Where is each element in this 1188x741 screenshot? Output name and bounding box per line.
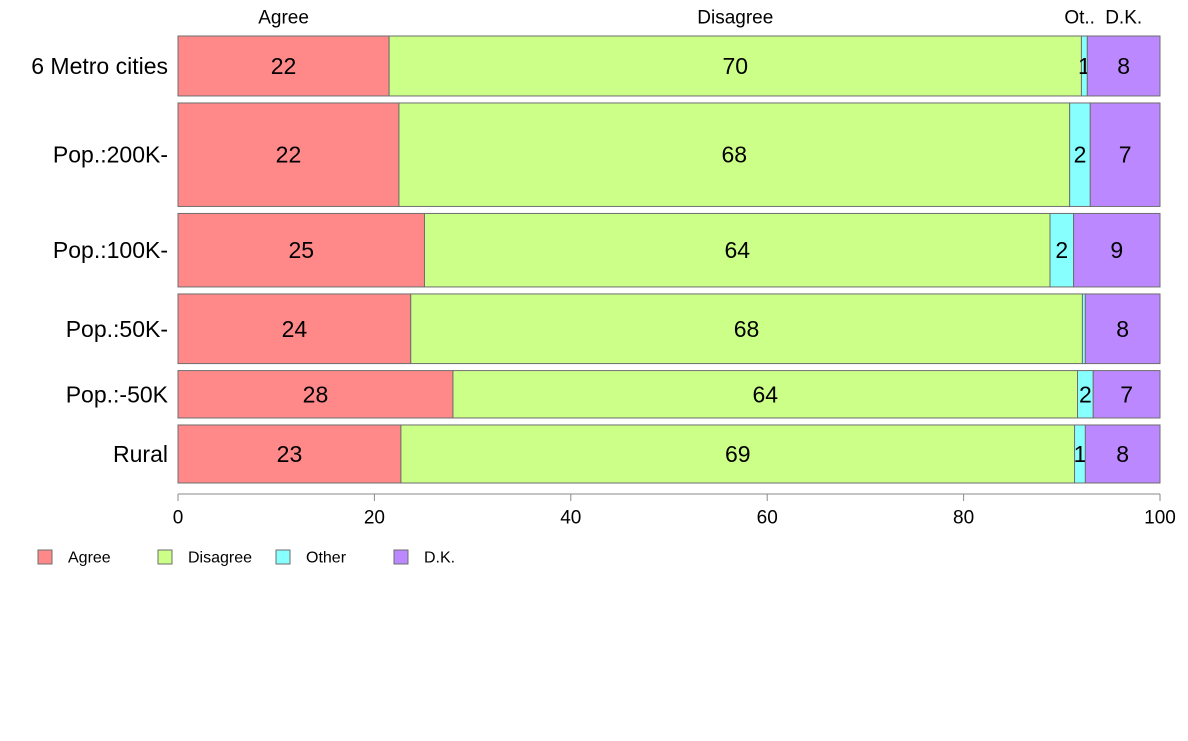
category-label: Pop.:100K- — [53, 237, 168, 263]
x-tick-label: 20 — [364, 508, 385, 529]
x-axis: 0 20 40 60 80 100 — [173, 493, 1176, 529]
category-label: Pop.:200K- — [53, 142, 168, 168]
bar-segment-disagree — [398, 102, 1071, 207]
data-label: 2 — [1079, 381, 1092, 407]
x-tick-label: 40 — [560, 508, 581, 529]
legend-label: Other — [306, 550, 347, 567]
x-tick-label: 100 — [1144, 508, 1176, 529]
data-label: 64 — [752, 381, 778, 407]
data-label: 23 — [277, 441, 303, 467]
data-label: 22 — [271, 53, 297, 79]
data-label: 8 — [1117, 53, 1130, 79]
column-headers: Agree Disagree Ot.. D.K. — [258, 8, 1142, 29]
bar-segment-agree — [177, 370, 454, 419]
data-label: 9 — [1110, 237, 1123, 263]
legend-item-disagree: Disagree — [157, 549, 252, 567]
bar-segment-disagree — [423, 212, 1051, 288]
data-label: 24 — [282, 316, 308, 342]
bar-segment-disagree — [452, 370, 1079, 419]
legend-item-agree: Agree — [37, 549, 111, 567]
data-label: 22 — [276, 142, 302, 168]
bar-row-pop-50k: Pop.:-50K 28 64 2 7 — [66, 370, 1161, 419]
legend: Agree Disagree Other D.K. — [37, 549, 455, 567]
bar-segment-d-k — [1084, 424, 1161, 484]
bar-segment-agree — [177, 212, 425, 288]
legend-swatch — [37, 549, 53, 565]
legend-swatch — [275, 549, 291, 565]
column-header-d-k: D.K. — [1105, 8, 1142, 29]
data-label: 7 — [1119, 142, 1132, 168]
bar-segment-d-k — [1092, 370, 1161, 419]
bar-segment-agree — [177, 102, 400, 207]
category-label: Pop.:50K- — [66, 316, 168, 342]
column-header-ot: Ot.. — [1064, 8, 1095, 29]
bar-segment-d-k — [1073, 212, 1161, 288]
data-label: 68 — [734, 316, 760, 342]
bar-segment-d-k — [1084, 293, 1161, 365]
data-label: 8 — [1116, 441, 1129, 467]
bar-segment-agree — [177, 424, 402, 484]
bar-segment-agree — [177, 35, 390, 97]
bar-segment-d-k — [1086, 35, 1161, 97]
legend-item-other: Other — [275, 549, 347, 567]
legend-item-d-k: D.K. — [393, 549, 455, 567]
legend-label: D.K. — [424, 550, 455, 567]
x-tick-label: 60 — [757, 508, 778, 529]
bar-row-6-metro-cities: 6 Metro cities 22 70 1 8 — [31, 35, 1161, 97]
data-label: 7 — [1120, 381, 1133, 407]
data-label: 8 — [1116, 316, 1129, 342]
data-label: 28 — [303, 381, 329, 407]
data-label: 64 — [724, 237, 750, 263]
legend-swatch — [393, 549, 409, 565]
legend-swatch — [157, 549, 173, 565]
x-tick-label: 0 — [173, 508, 184, 529]
column-header-disagree: Disagree — [697, 8, 773, 29]
bar-segment-disagree — [388, 35, 1082, 97]
data-label: 2 — [1055, 237, 1068, 263]
bar-row-pop-100k: Pop.:100K- 25 64 2 9 — [53, 212, 1161, 288]
bar-row-rural: Rural 23 69 1 8 — [113, 424, 1161, 484]
legend-label: Disagree — [188, 550, 252, 567]
data-label: 25 — [288, 237, 314, 263]
category-label: 6 Metro cities — [31, 53, 168, 79]
bar-segment-disagree — [400, 424, 1076, 484]
legend-label: Agree — [68, 550, 111, 567]
category-label: Rural — [113, 441, 168, 467]
bar-segment-agree — [177, 293, 412, 365]
data-label: 70 — [722, 53, 748, 79]
bar-segment-d-k — [1089, 102, 1161, 207]
data-label: 2 — [1074, 142, 1087, 168]
x-tick-label: 80 — [953, 508, 974, 529]
bar-row-pop-50k: Pop.:50K- 24 68 8 — [66, 293, 1161, 365]
data-label: 68 — [722, 142, 748, 168]
category-label: Pop.:-50K — [66, 381, 169, 407]
bar-row-pop-200k: Pop.:200K- 22 68 2 7 — [53, 102, 1161, 207]
data-label: 1 — [1074, 441, 1087, 467]
column-header-agree: Agree — [258, 8, 309, 29]
data-label: 69 — [725, 441, 751, 467]
